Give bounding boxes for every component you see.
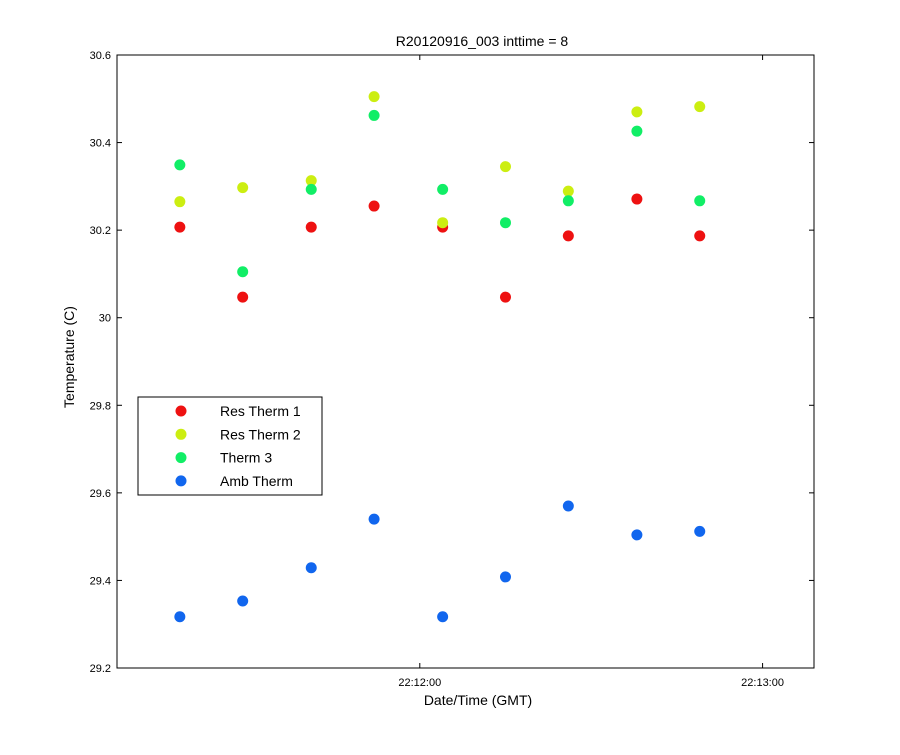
data-points [174, 91, 706, 623]
legend: Res Therm 1 Res Therm 2 Therm 3 Amb Therm [137, 396, 323, 496]
legend-marker [175, 428, 187, 440]
legend-marker [175, 452, 187, 464]
data-point [562, 195, 574, 207]
x-tick-label: 22:13:00 [741, 677, 784, 689]
data-point [174, 611, 186, 623]
data-point [437, 611, 449, 623]
data-point [499, 161, 511, 173]
chart-title: R20120916_003 inttime = 8 [396, 33, 569, 49]
y-tick-label: 29.6 [90, 488, 111, 500]
y-axis: 29.2 29.4 29.6 29.8 30 30.2 30.4 30.6 [90, 50, 814, 675]
series-res-therm-1 [174, 193, 706, 303]
series-therm-3 [174, 109, 706, 278]
legend-marker [175, 475, 187, 487]
data-point [368, 109, 380, 121]
x-axis: 22:12:00 22:13:00 [398, 55, 784, 689]
data-point [305, 183, 317, 195]
data-point [368, 200, 380, 212]
data-point [631, 529, 643, 541]
data-point [237, 595, 249, 607]
data-point [305, 175, 317, 187]
data-point [237, 182, 249, 194]
data-point [694, 525, 706, 537]
data-point [305, 221, 317, 233]
legend-box [137, 396, 323, 496]
legend-label: Therm 3 [220, 450, 272, 466]
data-point [499, 291, 511, 303]
data-point [368, 513, 380, 525]
legend-marker [175, 405, 187, 417]
data-point [499, 217, 511, 229]
y-tick-label: 29.4 [90, 575, 111, 587]
data-point [174, 159, 186, 171]
data-point [174, 196, 186, 208]
data-point [562, 185, 574, 197]
data-point [368, 91, 380, 103]
data-point [174, 221, 186, 233]
y-tick-label: 30 [99, 313, 111, 325]
data-point [437, 217, 449, 229]
legend-label: Amb Therm [220, 473, 293, 489]
data-point [631, 193, 643, 205]
y-tick-label: 30.2 [90, 225, 111, 237]
legend-label: Res Therm 1 [220, 403, 301, 419]
data-point [631, 106, 643, 118]
data-point [694, 195, 706, 207]
data-point [694, 101, 706, 113]
x-axis-label: Date/Time (GMT) [424, 692, 532, 708]
y-tick-label: 30.4 [90, 138, 111, 150]
data-point [305, 562, 317, 574]
data-point [437, 183, 449, 195]
data-point [562, 500, 574, 512]
data-point [499, 571, 511, 583]
y-tick-label: 30.6 [90, 50, 111, 62]
plot-area [116, 54, 815, 669]
y-axis-label: Temperature (C) [61, 306, 77, 408]
data-point [237, 266, 249, 278]
data-point [631, 125, 643, 137]
y-tick-label: 29.8 [90, 400, 111, 412]
legend-label: Res Therm 2 [220, 426, 301, 442]
data-point [562, 230, 574, 242]
data-point [237, 291, 249, 303]
data-point [694, 230, 706, 242]
x-tick-label: 22:12:00 [398, 677, 441, 689]
y-tick-label: 29.2 [90, 663, 111, 675]
series-res-therm-2 [174, 91, 706, 229]
series-amb-therm [174, 500, 706, 623]
